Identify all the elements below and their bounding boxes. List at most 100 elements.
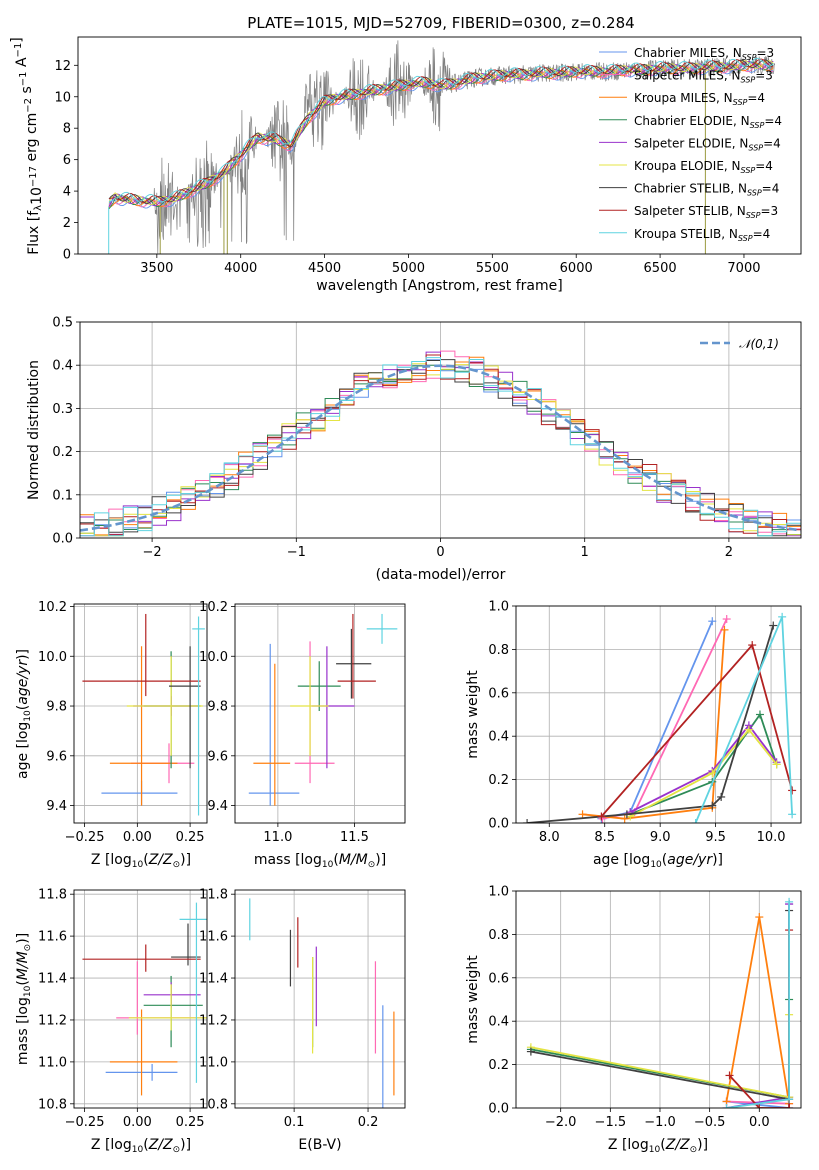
label-part: Z/Z xyxy=(148,852,173,868)
age_vs_Z-data xyxy=(82,613,205,816)
age_vs_Z-frame xyxy=(73,603,208,824)
label-part: )] xyxy=(15,649,31,660)
label-part: M/M xyxy=(15,951,31,980)
y-tick-label: 8 xyxy=(63,122,71,137)
label-part: )] xyxy=(180,852,191,868)
label-part: )] xyxy=(697,1137,708,1153)
legend-sub: SSP xyxy=(742,53,757,62)
label-part: )] xyxy=(712,852,723,868)
x-tick-label: −2 xyxy=(143,545,162,560)
legend-value: =3 xyxy=(760,204,778,218)
spectrum-xlabel: wavelength [Angstrom, rest frame] xyxy=(316,278,562,294)
spectrum-axes: 3500 4000 4500 5000 5500 6000 6500 7000 0 2 4 6 8 10 1… xyxy=(54,59,760,276)
x-tick-label: 0.00 xyxy=(123,1115,152,1130)
label-part: age/yr xyxy=(667,852,713,868)
legend-text: Salpeter STELIB, N xyxy=(634,204,746,218)
mass-vs-ebv-xlabel: E(B-V) xyxy=(298,1137,341,1153)
histogram-data xyxy=(80,350,801,537)
y-tick-label: 1.0 xyxy=(488,600,509,615)
legend-label-salpeter_miles: Salpeter MILES, NSSP=3 xyxy=(634,69,773,85)
x-tick-label: 0.1 xyxy=(284,1115,305,1130)
y-tick-label: 0.6 xyxy=(488,686,509,701)
label-part: mass [log xyxy=(15,997,31,1065)
ylabel-part: ] xyxy=(9,37,25,42)
label-part: Z [log xyxy=(91,1137,132,1153)
x-tick-label: 5500 xyxy=(476,261,509,276)
x-tick-label: −2.0 xyxy=(545,1115,577,1130)
legend-text: Salpeter MILES, N xyxy=(634,69,741,83)
x-tick-label: 9.0 xyxy=(650,830,671,845)
x-tick-label: 8.5 xyxy=(594,830,615,845)
weight_vs_Z-data xyxy=(526,897,794,1108)
label-part: ⊙ xyxy=(368,860,376,870)
legend-text: Kroupa STELIB, N xyxy=(634,227,738,241)
label-part: M/M xyxy=(339,852,368,868)
label-part: ⊙ xyxy=(690,1145,698,1155)
label-part: )] xyxy=(15,933,31,944)
x-tick-label: 0.2 xyxy=(358,1115,379,1130)
y-tick-label: 11.4 xyxy=(199,972,228,987)
label-part: 10 xyxy=(132,860,144,870)
x-tick-label: 10.0 xyxy=(757,830,786,845)
y-tick-label: 10.2 xyxy=(199,600,228,615)
y-tick-label: 10.8 xyxy=(199,1097,228,1112)
y-tick-label: 11.6 xyxy=(199,930,228,945)
label-part: 10 xyxy=(23,710,33,722)
ylabel-part: A xyxy=(14,57,30,71)
x-tick-label: −0.25 xyxy=(65,1115,105,1130)
x-tick-label: 4000 xyxy=(224,261,257,276)
y-tick-label: 0.2 xyxy=(488,1058,509,1073)
age_vs_mass-frame xyxy=(234,603,406,824)
weight-vs-age-ylabel: mass weight xyxy=(465,670,481,759)
spectrum-data xyxy=(108,40,776,254)
legend-sub: SSP xyxy=(750,121,765,130)
legend-text: Chabrier MILES, N xyxy=(634,46,742,60)
legend-sub: SSP xyxy=(738,234,753,243)
y-tick-label: 0.4 xyxy=(52,359,73,374)
x-tick-label: 3500 xyxy=(140,261,173,276)
plot-layer: 3500 4000 4500 5000 5500 6000 6500 700002468101… xyxy=(9,36,802,1155)
legend-value: =4 xyxy=(764,114,782,128)
histogram-frame xyxy=(79,321,802,539)
age-vs-Z-ylabel: age [log10(age/yr)] xyxy=(15,649,33,779)
y-tick-label: 0.6 xyxy=(488,971,509,986)
legend-label-salpeter_stelib: Salpeter STELIB, NSSP=3 xyxy=(634,204,778,220)
x-tick-label: 1 xyxy=(581,545,589,560)
age_vs_mass-axes: 11.0 11.5 9.4 9.6 9.8 10.0 10.2 xyxy=(199,600,405,845)
x-tick-label: 9.5 xyxy=(705,830,726,845)
label-part: age [log xyxy=(15,722,31,779)
x-tick-label: 0.0 xyxy=(749,1115,770,1130)
x-tick-label: −1 xyxy=(287,545,306,560)
model-kroupa_stelib xyxy=(108,57,774,203)
legend-value: =4 xyxy=(762,182,780,196)
label-part: Z [log xyxy=(91,852,132,868)
y-tick-label: 0.2 xyxy=(488,773,509,788)
x-tick-label: 11.0 xyxy=(263,830,292,845)
model-chabrier_stelib xyxy=(108,59,774,204)
y-tick-label: 9.8 xyxy=(46,700,67,715)
x-tick-label: −1.0 xyxy=(644,1115,676,1130)
y-tick-label: 11.2 xyxy=(199,1013,228,1028)
y-tick-label: 0.8 xyxy=(488,928,509,943)
y-tick-label: 4 xyxy=(63,185,71,200)
legend-label-chabrier_miles: Chabrier MILES, NSSP=3 xyxy=(634,46,774,62)
label-part: ( xyxy=(143,1137,148,1153)
legend-label-kroupa_miles: Kroupa MILES, NSSP=4 xyxy=(634,91,765,107)
ylabel-part: −1 xyxy=(13,43,24,58)
legend-sub: SSP xyxy=(733,98,748,107)
y-tick-label: 10.2 xyxy=(38,600,67,615)
x-tick-label: 11.5 xyxy=(340,830,369,845)
ylabel-part: s xyxy=(19,86,35,98)
y-tick-label: 0.0 xyxy=(52,532,73,547)
label-part: ⊙ xyxy=(173,860,181,870)
mass_vs_ebv-frame xyxy=(234,889,406,1109)
y-tick-label: 0.1 xyxy=(52,488,73,503)
label-part: 10 xyxy=(650,860,662,870)
legend-sub: SSP xyxy=(741,76,756,85)
label-part: age/yr xyxy=(15,659,31,705)
ylabel-part: Flux [f xyxy=(26,210,42,255)
mass_vs_Z-frame xyxy=(73,889,208,1109)
y-tick-label: 10 xyxy=(54,90,71,105)
spectrum-title: PLATE=1015, MJD=52709, FIBERID=0300, z=0… xyxy=(247,14,634,32)
